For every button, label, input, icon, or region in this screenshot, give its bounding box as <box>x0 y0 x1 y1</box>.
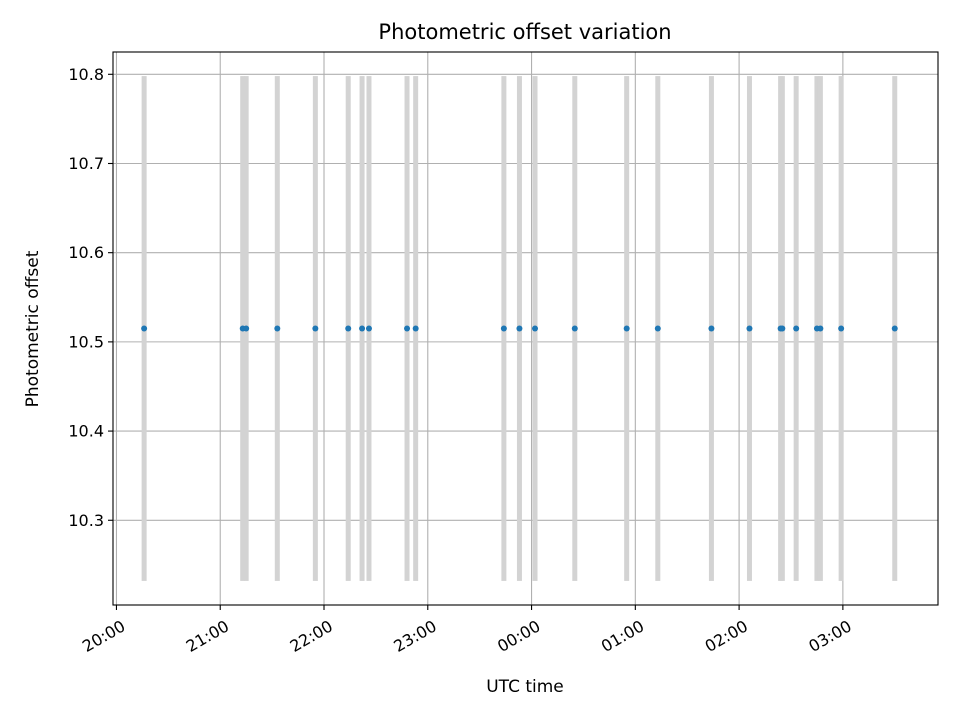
data-point <box>793 325 800 332</box>
data-point <box>708 325 715 332</box>
data-point <box>345 325 352 332</box>
data-point <box>359 325 366 332</box>
data-point <box>623 325 630 332</box>
y-tick-label: 10.6 <box>68 243 104 262</box>
data-point <box>779 325 786 332</box>
y-tick-label: 10.8 <box>68 65 104 84</box>
plot-frame <box>112 51 939 606</box>
x-axis-label: UTC time <box>486 677 564 697</box>
y-tick-label: 10.4 <box>68 422 104 441</box>
data-point <box>532 325 539 332</box>
data-point <box>817 325 824 332</box>
data-point <box>838 325 845 332</box>
data-point <box>141 325 148 332</box>
data-point <box>516 325 523 332</box>
data-point <box>746 325 753 332</box>
y-tick-label: 10.5 <box>68 332 104 351</box>
data-point <box>500 325 507 332</box>
data-point <box>654 325 661 332</box>
data-point <box>274 325 281 332</box>
y-tick-label: 10.7 <box>68 154 104 173</box>
data-point <box>365 325 372 332</box>
y-tick-label: 10.3 <box>68 511 104 530</box>
data-point <box>571 325 578 332</box>
data-point <box>891 325 898 332</box>
y-axis-label: Photometric offset <box>23 250 43 407</box>
data-point <box>412 325 419 332</box>
data-point <box>243 325 250 332</box>
data-point <box>312 325 319 332</box>
data-points <box>141 325 898 332</box>
chart-title: Photometric offset variation <box>378 20 671 44</box>
y-axis-ticks: 10.3 10.4 10.5 10.6 10.7 10.8 <box>68 65 113 530</box>
data-point <box>404 325 411 332</box>
